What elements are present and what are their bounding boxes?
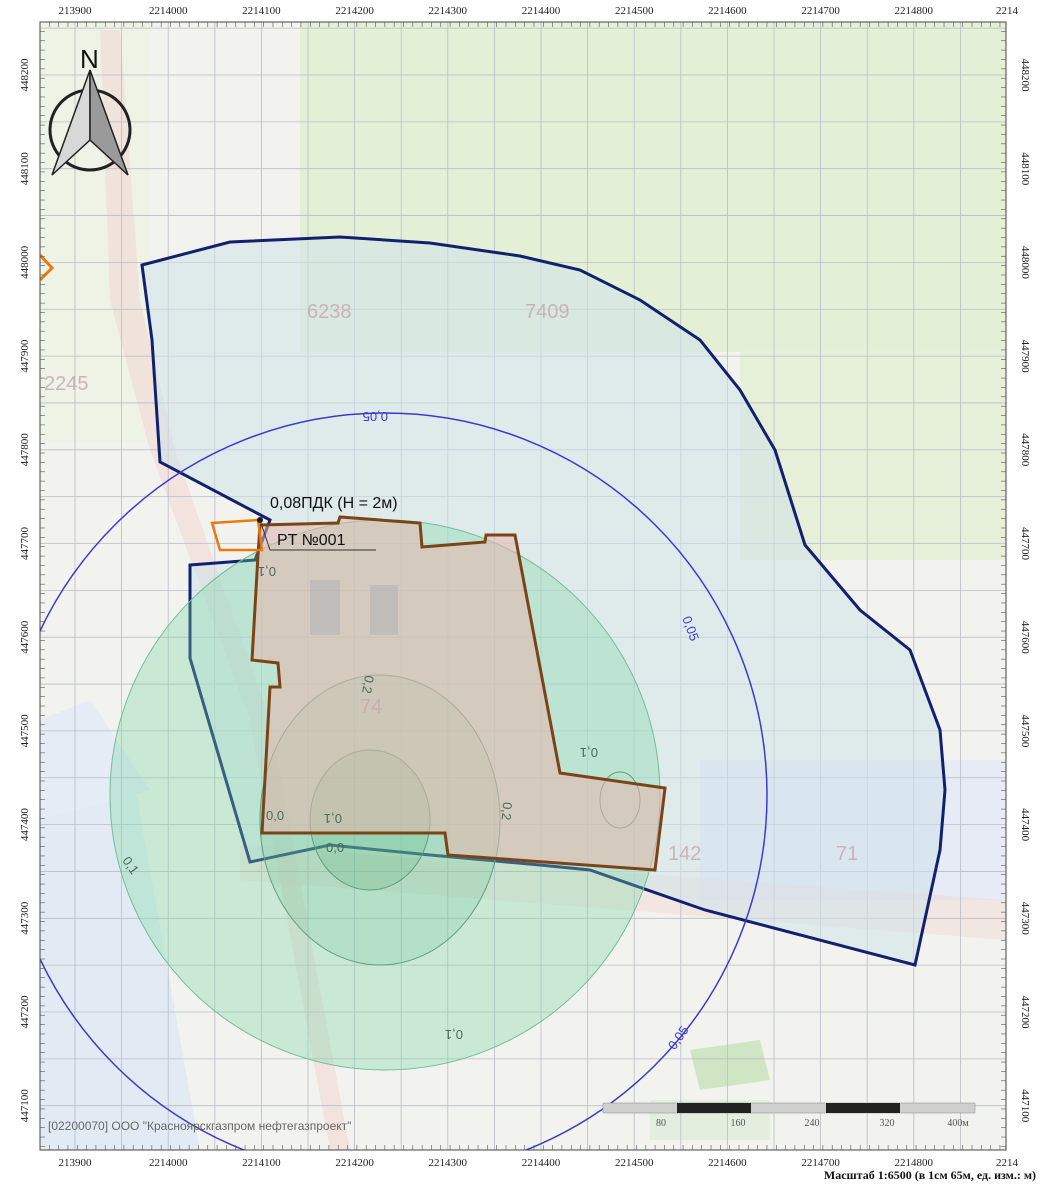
isoline-label: 0,1 — [258, 564, 276, 579]
map-label: 74 — [360, 696, 382, 718]
scale-bar-label: 320 — [880, 1118, 895, 1129]
y-tick-label: 448200 — [1019, 59, 1031, 93]
isoline-label: 0,1 — [580, 745, 598, 760]
isoline-label: 0,0 — [266, 808, 284, 823]
y-axis-left-labels: 448200 448100 448000 447900 447800 447700 4476… — [19, 58, 31, 1122]
isoline-label: 0,1 — [324, 811, 342, 826]
scale-caption: Масштаб 1:6500 (в 1см 65м, ед. изм.: м) — [823, 1168, 1036, 1182]
isoline-label: 0,05 — [363, 409, 388, 424]
y-tick-label: 447700 — [1019, 527, 1031, 561]
y-tick-label: 447800 — [19, 433, 31, 467]
x-tick-label: 2214300 — [429, 1157, 468, 1169]
x-tick-label: 2214 — [996, 5, 1019, 17]
map-label: 7409 — [525, 301, 570, 323]
building — [370, 585, 398, 635]
scale-bar-label: 400м — [947, 1118, 969, 1129]
scale-bar-label: 80 — [656, 1118, 666, 1129]
x-tick-label: 2214700 — [801, 1157, 840, 1169]
y-tick-label: 448200 — [19, 58, 31, 92]
y-tick-label: 447300 — [1019, 902, 1031, 936]
x-tick-label: 2214100 — [242, 5, 281, 17]
isoline-label: 0,0 — [326, 840, 344, 855]
land-plot-edge — [40, 253, 55, 282]
svg-text:N: N — [80, 44, 99, 74]
y-tick-label: 447100 — [1019, 1089, 1031, 1123]
isoline-0-05[interactable] — [3, 412, 768, 1177]
y-tick-label: 447600 — [19, 620, 31, 654]
y-tick-label: 447300 — [19, 901, 31, 935]
scale-bar-label: 240 — [805, 1118, 820, 1129]
x-axis-bottom-labels: 213900 2214000 2214100 2214200 2214300 221440… — [59, 1157, 1019, 1169]
land-plot[interactable] — [210, 518, 264, 552]
x-tick-label: 2214200 — [335, 1157, 374, 1169]
y-tick-label: 447500 — [19, 714, 31, 748]
x-tick-label: 2214600 — [708, 1157, 747, 1169]
x-tick-label: 2214200 — [335, 5, 374, 17]
map-label: 6238 — [307, 301, 352, 323]
copyright-text: [02200070] ООО "Красноярскгазпром нефтег… — [48, 1119, 351, 1133]
scale-bar-label: 160 — [731, 1118, 746, 1129]
map-label: 142 — [668, 843, 701, 865]
x-tick-label: 2214000 — [149, 5, 188, 17]
building — [310, 580, 340, 635]
x-tick-label: 2214300 — [429, 5, 468, 17]
y-tick-label: 447200 — [1019, 996, 1031, 1030]
x-tick-label: 2214800 — [895, 1157, 934, 1169]
map-label: 2245 — [44, 373, 89, 395]
point-annotation: 0,08ПДК (H = 2м) — [270, 495, 398, 512]
y-tick-label: 447500 — [1019, 714, 1031, 748]
y-tick-label: 448000 — [1019, 246, 1031, 280]
control-point[interactable] — [257, 517, 376, 551]
y-axis-right-labels: 448200 448100 448000 447900 447800 447700 4476… — [1019, 59, 1031, 1123]
x-tick-label: 2214000 — [149, 1157, 188, 1169]
north-arrow-icon: N — [48, 44, 132, 176]
isoline-label: 0,2 — [359, 674, 377, 694]
y-tick-label: 447200 — [19, 995, 31, 1029]
y-tick-label: 447700 — [19, 527, 31, 561]
y-tick-label: 447800 — [1019, 433, 1031, 467]
map-label: 71 — [836, 843, 858, 865]
x-tick-label: 2214100 — [242, 1157, 281, 1169]
x-tick-label: 213900 — [59, 1157, 93, 1169]
scale-bar: 80 160 240 320 400м — [602, 1102, 976, 1129]
y-tick-label: 447400 — [19, 808, 31, 842]
y-tick-label: 448100 — [19, 152, 31, 186]
x-tick-label: 2214600 — [708, 5, 747, 17]
isoline-label: 0,1 — [445, 1027, 463, 1042]
map-frame — [39, 21, 1007, 1151]
point-name: PT №001 — [277, 532, 346, 549]
y-tick-label: 447900 — [1019, 340, 1031, 374]
y-tick-label: 447400 — [1019, 808, 1031, 842]
x-tick-label: 213900 — [59, 5, 93, 17]
frame-ticks — [39, 21, 1006, 1150]
industrial-site[interactable] — [250, 515, 667, 872]
y-tick-label: 448000 — [19, 245, 31, 279]
isoline-label: 0,2 — [499, 802, 516, 821]
x-tick-label: 2214500 — [615, 5, 654, 17]
x-tick-label: 2214500 — [615, 1157, 654, 1169]
x-tick-label: 2214800 — [895, 5, 934, 17]
y-tick-label: 447900 — [19, 339, 31, 373]
x-tick-label: 2214 — [996, 1157, 1019, 1169]
x-tick-label: 2214700 — [801, 5, 840, 17]
y-tick-label: 447100 — [19, 1089, 31, 1123]
y-tick-label: 448100 — [1019, 152, 1031, 186]
x-tick-label: 2214400 — [522, 5, 561, 17]
y-tick-label: 447600 — [1019, 621, 1031, 655]
x-axis-top-labels: 213900 2214000 2214100 2214200 2214300 221440… — [59, 5, 1019, 17]
x-tick-label: 2214400 — [522, 1157, 561, 1169]
